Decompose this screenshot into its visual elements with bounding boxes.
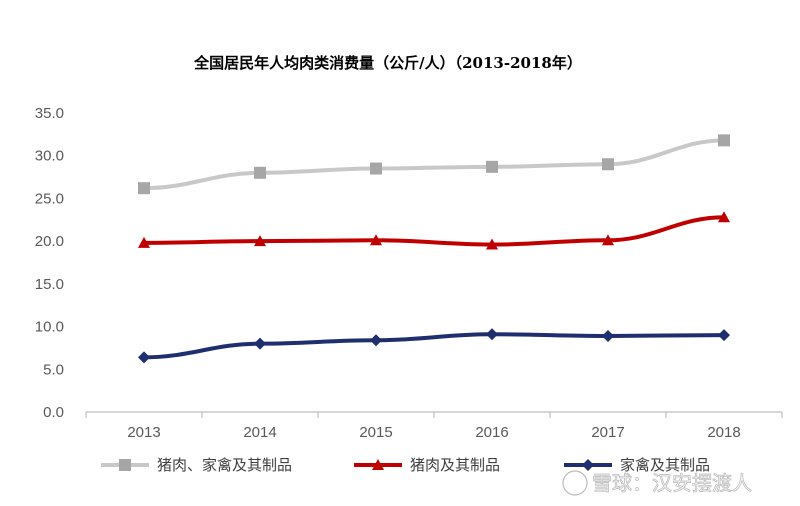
data-point: [254, 337, 266, 350]
data-point: [138, 182, 150, 195]
series-line: [143, 332, 725, 360]
data-point: [486, 238, 498, 250]
series-line: [143, 215, 725, 247]
y-tick-label: 5.0: [43, 361, 64, 378]
data-point: [370, 162, 382, 175]
watermark-text: 雪球：汉安摆渡人: [592, 471, 752, 495]
data-point: [718, 211, 730, 223]
series-3: [138, 328, 730, 364]
legend-item: 家禽及其制品: [564, 456, 710, 474]
y-tick-label: 25.0: [35, 190, 64, 207]
series-line: [143, 138, 725, 191]
legend: 猪肉、家禽及其制品 猪肉及其制品 家禽及其制品: [101, 456, 710, 474]
y-tick-label: 20.0: [35, 233, 64, 250]
legend-label: 猪肉及其制品: [410, 456, 500, 474]
data-point: [602, 158, 614, 171]
data-point: [370, 334, 382, 347]
data-point: [486, 328, 498, 341]
series-1: [138, 134, 730, 195]
y-tick-label: 10.0: [35, 319, 64, 336]
x-tick-label: 2015: [359, 424, 392, 441]
legend-item: 猪肉及其制品: [354, 456, 500, 474]
y-tick-label: 0.0: [43, 404, 64, 421]
y-axis: 0.0 5.0 10.0 15.0 20.0 25.0 30.0 35.0: [35, 105, 64, 421]
legend-label: 家禽及其制品: [620, 456, 710, 474]
snowball-logo-icon: [562, 470, 588, 496]
legend-item: 猪肉、家禽及其制品: [101, 456, 292, 474]
legend-swatch-marker: [119, 459, 131, 471]
y-tick-label: 30.0: [35, 148, 64, 165]
legend-swatch-marker: [372, 459, 384, 470]
data-point: [138, 351, 150, 364]
x-tick-label: 2017: [591, 424, 624, 441]
data-point: [254, 235, 266, 247]
x-tick-label: 2014: [243, 424, 276, 441]
data-point: [254, 166, 266, 179]
watermark: 雪球：汉安摆渡人: [562, 470, 752, 496]
data-point: [138, 236, 150, 248]
data-point: [370, 234, 382, 246]
y-tick-label: 15.0: [35, 276, 64, 293]
chart-title: 全国居民年人均肉类消费量（公斤/人）（2013-2018年）: [193, 54, 582, 72]
data-point: [602, 329, 614, 342]
x-tick-label: 2018: [707, 424, 740, 441]
y-tick-label: 35.0: [35, 105, 64, 122]
data-point: [718, 134, 730, 147]
series-layer: [138, 134, 730, 364]
x-axis: 2013 2014 2015 2016 2017 2018: [85, 411, 783, 441]
x-tick-label: 2016: [475, 424, 508, 441]
legend-label: 猪肉、家禽及其制品: [157, 456, 292, 474]
legend-swatch-marker: [582, 459, 594, 471]
series-2: [138, 211, 730, 250]
x-tick-label: 2013: [127, 424, 160, 441]
data-point: [486, 160, 498, 173]
data-point: [602, 234, 614, 246]
data-point: [718, 329, 730, 342]
